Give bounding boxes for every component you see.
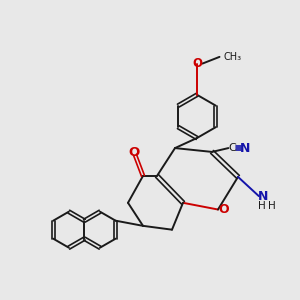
Text: O: O xyxy=(128,146,140,159)
Text: C: C xyxy=(228,143,236,153)
Text: N: N xyxy=(240,142,250,154)
Text: H: H xyxy=(258,201,266,211)
Text: N: N xyxy=(258,190,268,202)
Text: O: O xyxy=(218,203,229,216)
Text: H: H xyxy=(268,201,275,211)
Text: CH₃: CH₃ xyxy=(224,52,242,62)
Text: O: O xyxy=(192,57,202,70)
